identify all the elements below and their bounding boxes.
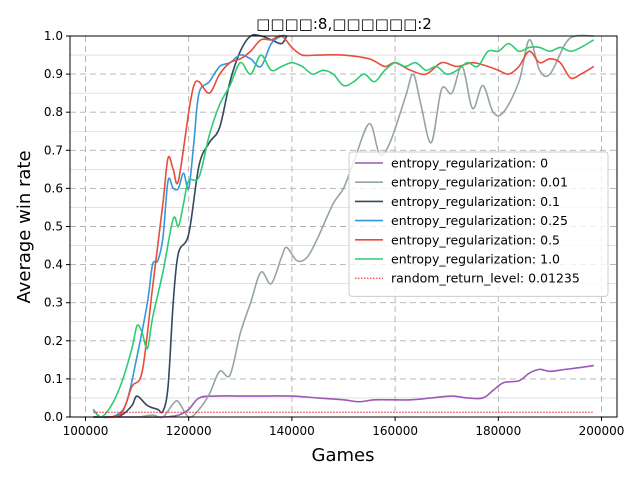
y-axis-label: Average win rate	[14, 150, 35, 303]
x-tick-label: 140000	[269, 424, 315, 438]
x-axis-label: Games	[312, 445, 375, 466]
y-tick-label: 0.9	[44, 67, 63, 81]
series-line-2	[93, 33, 288, 418]
legend-label: random_return_level: 0.01235	[391, 271, 580, 286]
legend-label: entropy_regularization: 0.25	[391, 213, 568, 228]
chart-title: □□□□:8,□□□□□□:2	[256, 15, 432, 33]
y-tick-label: 1.0	[44, 29, 63, 43]
x-tick-label: 200000	[579, 424, 625, 438]
plot-lines	[92, 33, 595, 419]
legend-label: entropy_regularization: 0.01	[391, 175, 568, 190]
x-tick-label: 160000	[372, 424, 418, 438]
x-tick-label: 180000	[475, 424, 521, 438]
legend-box	[348, 151, 609, 297]
series-line-5	[92, 39, 595, 418]
x-tick-label: 120000	[166, 424, 212, 438]
x-axis: 100000 120000 140000 160000 180000 200000	[63, 417, 625, 438]
y-tick-label: 0.3	[44, 296, 63, 310]
legend: entropy_regularization: 0 entropy_regular…	[348, 151, 609, 297]
series-line-0	[93, 364, 594, 418]
legend-label: entropy_regularization: 0	[391, 156, 548, 171]
y-tick-label: 0.5	[44, 220, 63, 234]
y-tick-label: 0.4	[44, 258, 63, 272]
y-axis: 0.0 0.1 0.2 0.3 0.4 0.5 0.6 0.7 0.8 0.9 1.0	[44, 29, 70, 424]
y-tick-label: 0.6	[44, 181, 63, 195]
series-line-4	[93, 34, 595, 419]
x-tick-label: 100000	[63, 424, 109, 438]
legend-label: entropy_regularization: 1.0	[391, 252, 560, 267]
y-tick-label: 0.0	[44, 410, 63, 424]
y-tick-label: 0.1	[44, 372, 63, 386]
legend-label: entropy_regularization: 0.5	[391, 232, 560, 247]
y-tick-label: 0.2	[44, 334, 63, 348]
y-tick-label: 0.8	[44, 105, 63, 119]
legend-label: entropy_regularization: 0.1	[391, 194, 560, 209]
series-line-3	[92, 34, 287, 419]
y-tick-label: 0.7	[44, 143, 63, 157]
